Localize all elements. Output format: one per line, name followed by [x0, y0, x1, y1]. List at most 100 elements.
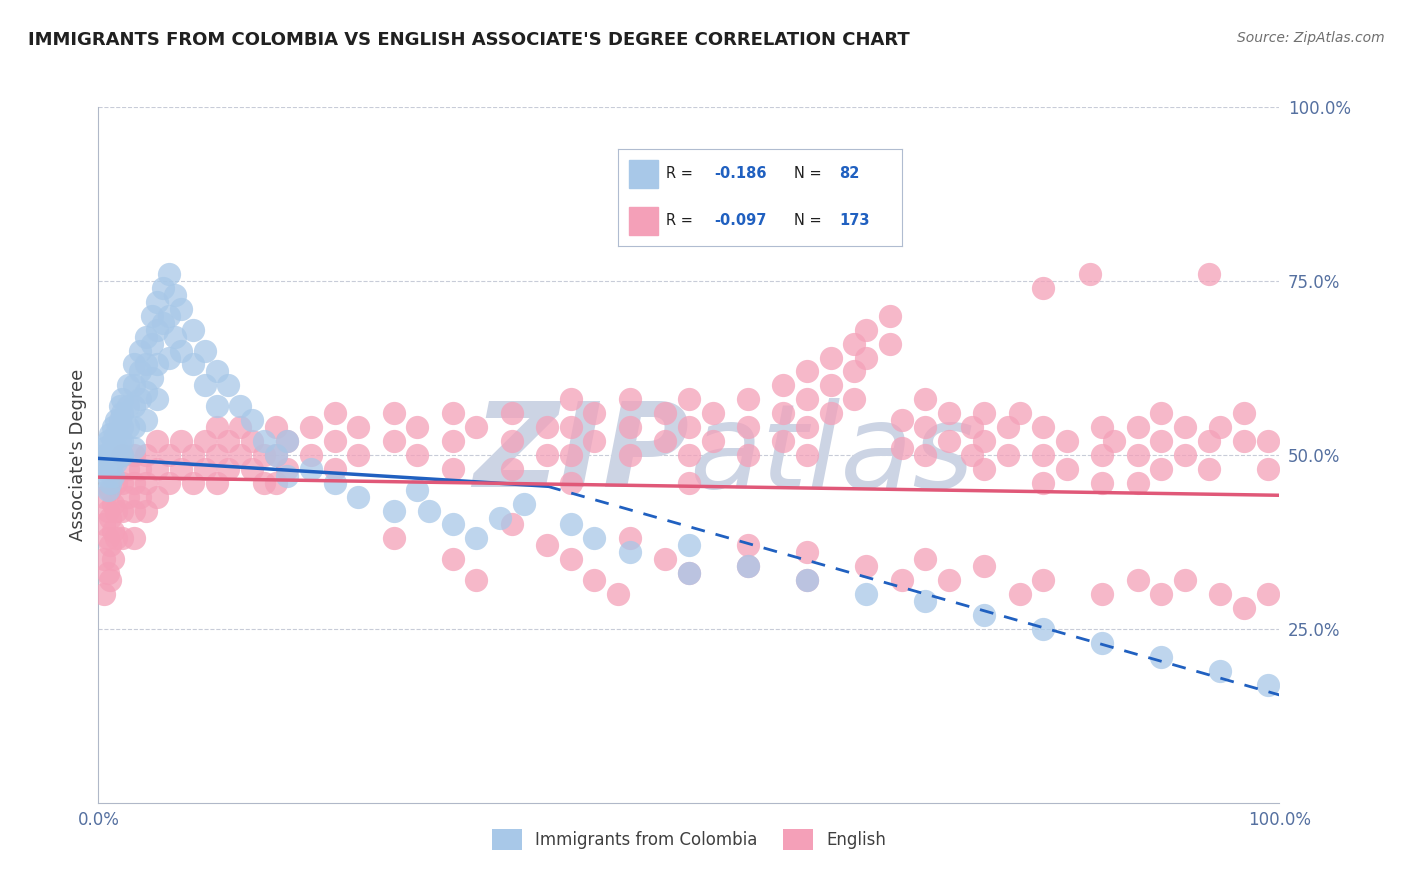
Point	[98, 538, 121, 552]
Point	[299, 462, 322, 476]
Point	[1032, 622, 1054, 636]
Point	[382, 503, 405, 517]
Point	[141, 371, 163, 385]
Point	[914, 420, 936, 434]
Point	[264, 448, 287, 462]
Point	[583, 532, 606, 546]
Point	[583, 434, 606, 448]
Point	[844, 392, 866, 407]
Point	[1257, 677, 1279, 691]
Point	[146, 294, 169, 309]
Point	[536, 448, 558, 462]
Point	[122, 475, 145, 490]
Point	[536, 538, 558, 552]
Point	[152, 316, 174, 330]
Point	[1174, 420, 1197, 434]
Point	[619, 392, 641, 407]
Point	[217, 378, 239, 392]
Point	[382, 406, 405, 420]
Point	[105, 475, 128, 490]
Point	[122, 532, 145, 546]
Point	[101, 552, 124, 566]
Point	[820, 378, 842, 392]
Point	[128, 462, 150, 476]
Point	[98, 483, 121, 497]
Point	[347, 420, 370, 434]
Point	[914, 552, 936, 566]
Point	[122, 358, 145, 372]
Point	[240, 462, 263, 476]
Point	[844, 364, 866, 378]
Point	[128, 343, 150, 358]
Point	[938, 434, 960, 448]
Point	[157, 448, 180, 462]
Point	[938, 573, 960, 587]
Point	[170, 462, 193, 476]
Point	[560, 448, 582, 462]
Point	[702, 406, 724, 420]
Point	[205, 475, 228, 490]
Point	[1091, 587, 1114, 601]
Point	[441, 406, 464, 420]
Point	[205, 364, 228, 378]
Point	[772, 378, 794, 392]
Point	[101, 497, 124, 511]
Point	[536, 420, 558, 434]
Point	[146, 490, 169, 504]
Point	[117, 462, 139, 476]
Point	[737, 448, 759, 462]
Point	[654, 552, 676, 566]
Point	[105, 413, 128, 427]
Point	[406, 483, 429, 497]
Point	[105, 441, 128, 455]
Point	[1150, 649, 1173, 664]
Point	[879, 336, 901, 351]
Point	[93, 448, 115, 462]
Point	[97, 468, 120, 483]
Point	[146, 462, 169, 476]
Point	[560, 475, 582, 490]
Point	[323, 406, 346, 420]
Point	[1233, 406, 1256, 420]
Point	[181, 448, 204, 462]
Point	[796, 392, 818, 407]
Point	[111, 406, 134, 420]
Point	[678, 392, 700, 407]
Point	[97, 532, 120, 546]
Point	[117, 399, 139, 413]
Point	[560, 517, 582, 532]
Point	[973, 559, 995, 574]
Point	[253, 448, 276, 462]
Point	[205, 420, 228, 434]
Text: Source: ZipAtlas.com: Source: ZipAtlas.com	[1237, 31, 1385, 45]
Point	[105, 455, 128, 469]
Point	[111, 475, 134, 490]
Point	[914, 594, 936, 608]
Point	[406, 448, 429, 462]
Point	[855, 323, 877, 337]
Point	[98, 510, 121, 524]
Point	[135, 329, 157, 343]
Point	[135, 475, 157, 490]
Point	[1209, 664, 1232, 678]
Point	[1091, 475, 1114, 490]
Point	[1032, 573, 1054, 587]
Point	[441, 434, 464, 448]
Point	[1126, 448, 1149, 462]
Point	[962, 448, 984, 462]
Point	[796, 573, 818, 587]
Point	[501, 406, 523, 420]
Point	[1198, 267, 1220, 281]
Point	[205, 399, 228, 413]
Point	[796, 545, 818, 559]
Point	[855, 351, 877, 365]
Point	[619, 545, 641, 559]
Point	[973, 462, 995, 476]
Point	[796, 420, 818, 434]
Point	[264, 475, 287, 490]
Point	[1091, 420, 1114, 434]
Point	[323, 434, 346, 448]
Point	[122, 420, 145, 434]
Point	[1032, 281, 1054, 295]
Point	[105, 532, 128, 546]
